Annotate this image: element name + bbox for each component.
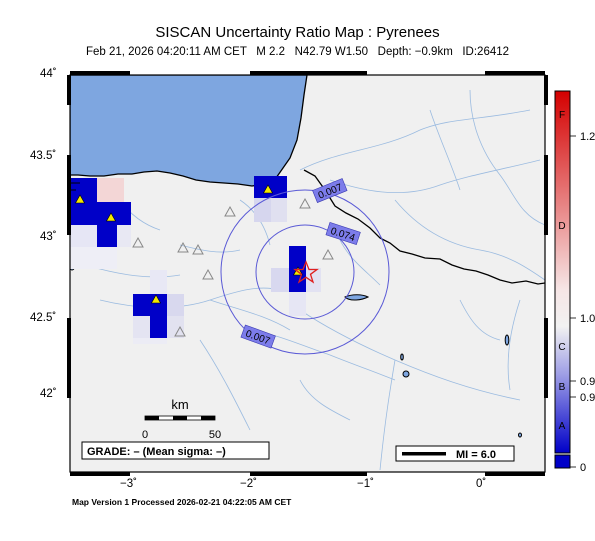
ratio-grid-west <box>70 178 131 269</box>
uncertainty-contours <box>220 189 390 355</box>
map-subtitle: Feb 21, 2026 04:20:11 AM CET M 2.2 N42.7… <box>85 46 510 58</box>
station-active-triangle-icon <box>262 184 274 194</box>
station-triangle-icon <box>132 236 144 248</box>
station-triangle-icon <box>299 197 311 209</box>
svg-text:1.0: 1.0 <box>580 313 595 325</box>
station-active-triangle-icon <box>105 212 117 222</box>
station-active-triangle-icon <box>74 194 86 204</box>
lon-tick-0: 0˚ <box>476 478 487 490</box>
station-triangle-icon <box>322 248 334 260</box>
stations-inactive <box>132 197 334 337</box>
svg-text:50: 50 <box>209 429 221 441</box>
map-title: SISCAN Uncertainty Ratio Map : Pyrenees <box>155 24 440 41</box>
lat-tick-43: 43˚ <box>40 231 57 243</box>
lat-tick-42-5: 42.5˚ <box>30 312 57 324</box>
scale-bar: km 0 50 <box>142 397 221 441</box>
sea-bay-of-biscay <box>70 75 308 187</box>
lat-tick-42: 42˚ <box>40 388 57 400</box>
frame-ticks <box>67 71 548 476</box>
svg-text:0: 0 <box>580 462 586 474</box>
ratio-grid-central <box>271 246 321 316</box>
lake <box>400 353 404 361</box>
lake <box>504 334 510 346</box>
france-spain-border <box>303 169 545 285</box>
grade-box: GRADE: – (Mean sigma: –) <box>81 441 270 460</box>
ratio-grid-southwest <box>133 270 184 344</box>
reservoir <box>344 294 370 301</box>
mi-box: MI = 6.0 <box>395 445 515 462</box>
station-triangle-icon <box>177 241 189 253</box>
lon-tick-minus3: −3˚ <box>120 478 137 490</box>
svg-text:C: C <box>558 342 565 353</box>
svg-text:A: A <box>559 421 566 432</box>
station-triangle-icon <box>202 268 214 280</box>
ratio-grid-north <box>254 176 287 222</box>
lake <box>518 432 522 438</box>
svg-text:GRADE: – (Mean sigma: –): GRADE: – (Mean sigma: –) <box>87 446 226 458</box>
svg-text:km: km <box>171 397 188 412</box>
svg-text:1.2: 1.2 <box>580 131 595 143</box>
svg-text:0.9: 0.9 <box>580 376 595 388</box>
svg-text:D: D <box>558 221 565 232</box>
colorbar: F D C B A 1.2 1.0 0.9 0.9 0 <box>554 90 595 474</box>
processing-footer: Map Version 1 Processed 2026-02-21 04:22… <box>72 497 292 507</box>
svg-text:B: B <box>559 382 566 393</box>
svg-text:F: F <box>559 110 565 121</box>
lon-tick-minus1: −1˚ <box>357 478 374 490</box>
svg-text:MI = 6.0: MI = 6.0 <box>456 449 496 461</box>
svg-text:0: 0 <box>142 429 148 441</box>
lat-tick-44: 44˚ <box>40 68 57 80</box>
lake <box>402 370 410 378</box>
station-triangle-icon <box>174 325 186 337</box>
station-triangle-icon <box>224 205 236 217</box>
station-triangle-icon <box>192 243 204 255</box>
lon-tick-minus2: −2˚ <box>240 478 257 490</box>
lat-tick-43-5: 43.5˚ <box>30 150 57 162</box>
svg-text:0.9: 0.9 <box>580 392 595 404</box>
stations-active <box>74 184 304 304</box>
station-active-triangle-icon <box>150 294 162 304</box>
epicenter-star-icon <box>293 260 319 284</box>
